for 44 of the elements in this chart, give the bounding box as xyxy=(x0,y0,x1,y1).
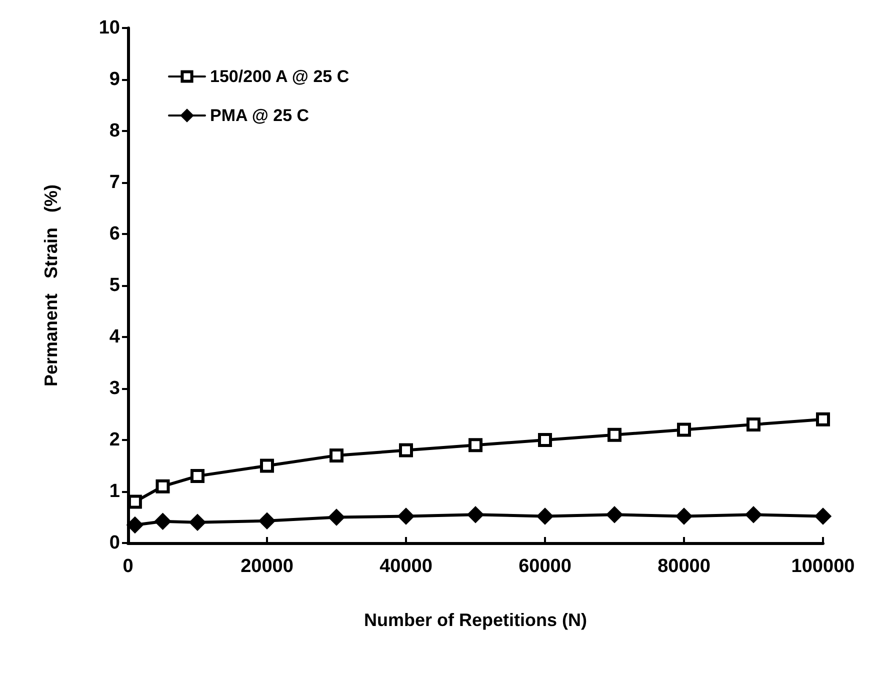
point xyxy=(537,508,553,524)
point xyxy=(468,438,482,452)
point xyxy=(538,433,552,447)
y-tick-label: 6 xyxy=(109,224,120,244)
point xyxy=(606,506,622,523)
x-axis-title: Number of Repetitions (N) xyxy=(364,610,587,630)
y-tick-label: 4 xyxy=(109,326,120,348)
y-tick-label: 7 xyxy=(109,172,120,193)
point xyxy=(190,514,206,530)
point xyxy=(330,448,344,462)
point xyxy=(260,458,274,473)
point xyxy=(154,513,171,530)
point xyxy=(126,516,143,533)
legend-label: PMA @ 25 C xyxy=(210,106,310,125)
y-tick-label: 9 xyxy=(109,69,120,90)
y-tick-label: 1 xyxy=(109,481,120,502)
point xyxy=(468,506,484,523)
point xyxy=(328,509,344,526)
y-tick-label: 0 xyxy=(109,532,120,554)
point xyxy=(399,443,413,458)
point xyxy=(259,512,275,529)
x-tick-label: 60000 xyxy=(518,556,572,577)
point xyxy=(398,508,414,524)
legend-label: 150/200 A @ 25 C xyxy=(210,67,350,86)
point xyxy=(676,508,692,524)
point xyxy=(677,422,691,437)
y-axis-title: Permanent Strain (%) xyxy=(41,184,61,387)
x-tick-label: 80000 xyxy=(658,556,710,577)
point xyxy=(190,469,204,484)
x-tick-label: 0 xyxy=(122,556,134,577)
x-tick-label: 20000 xyxy=(240,556,294,577)
y-tick-label: 10 xyxy=(98,18,120,38)
point xyxy=(815,508,831,524)
y-tick-label: 8 xyxy=(109,120,120,142)
point xyxy=(746,506,762,523)
y-tick-label: 5 xyxy=(109,275,120,296)
point xyxy=(816,412,830,426)
point xyxy=(156,479,170,494)
x-tick-label: 40000 xyxy=(380,556,432,577)
y-tick-label: 2 xyxy=(109,430,120,450)
y-tick-label: 3 xyxy=(109,378,120,399)
point xyxy=(608,428,622,442)
x-tick-label: 100000 xyxy=(791,556,855,577)
point xyxy=(746,418,760,432)
